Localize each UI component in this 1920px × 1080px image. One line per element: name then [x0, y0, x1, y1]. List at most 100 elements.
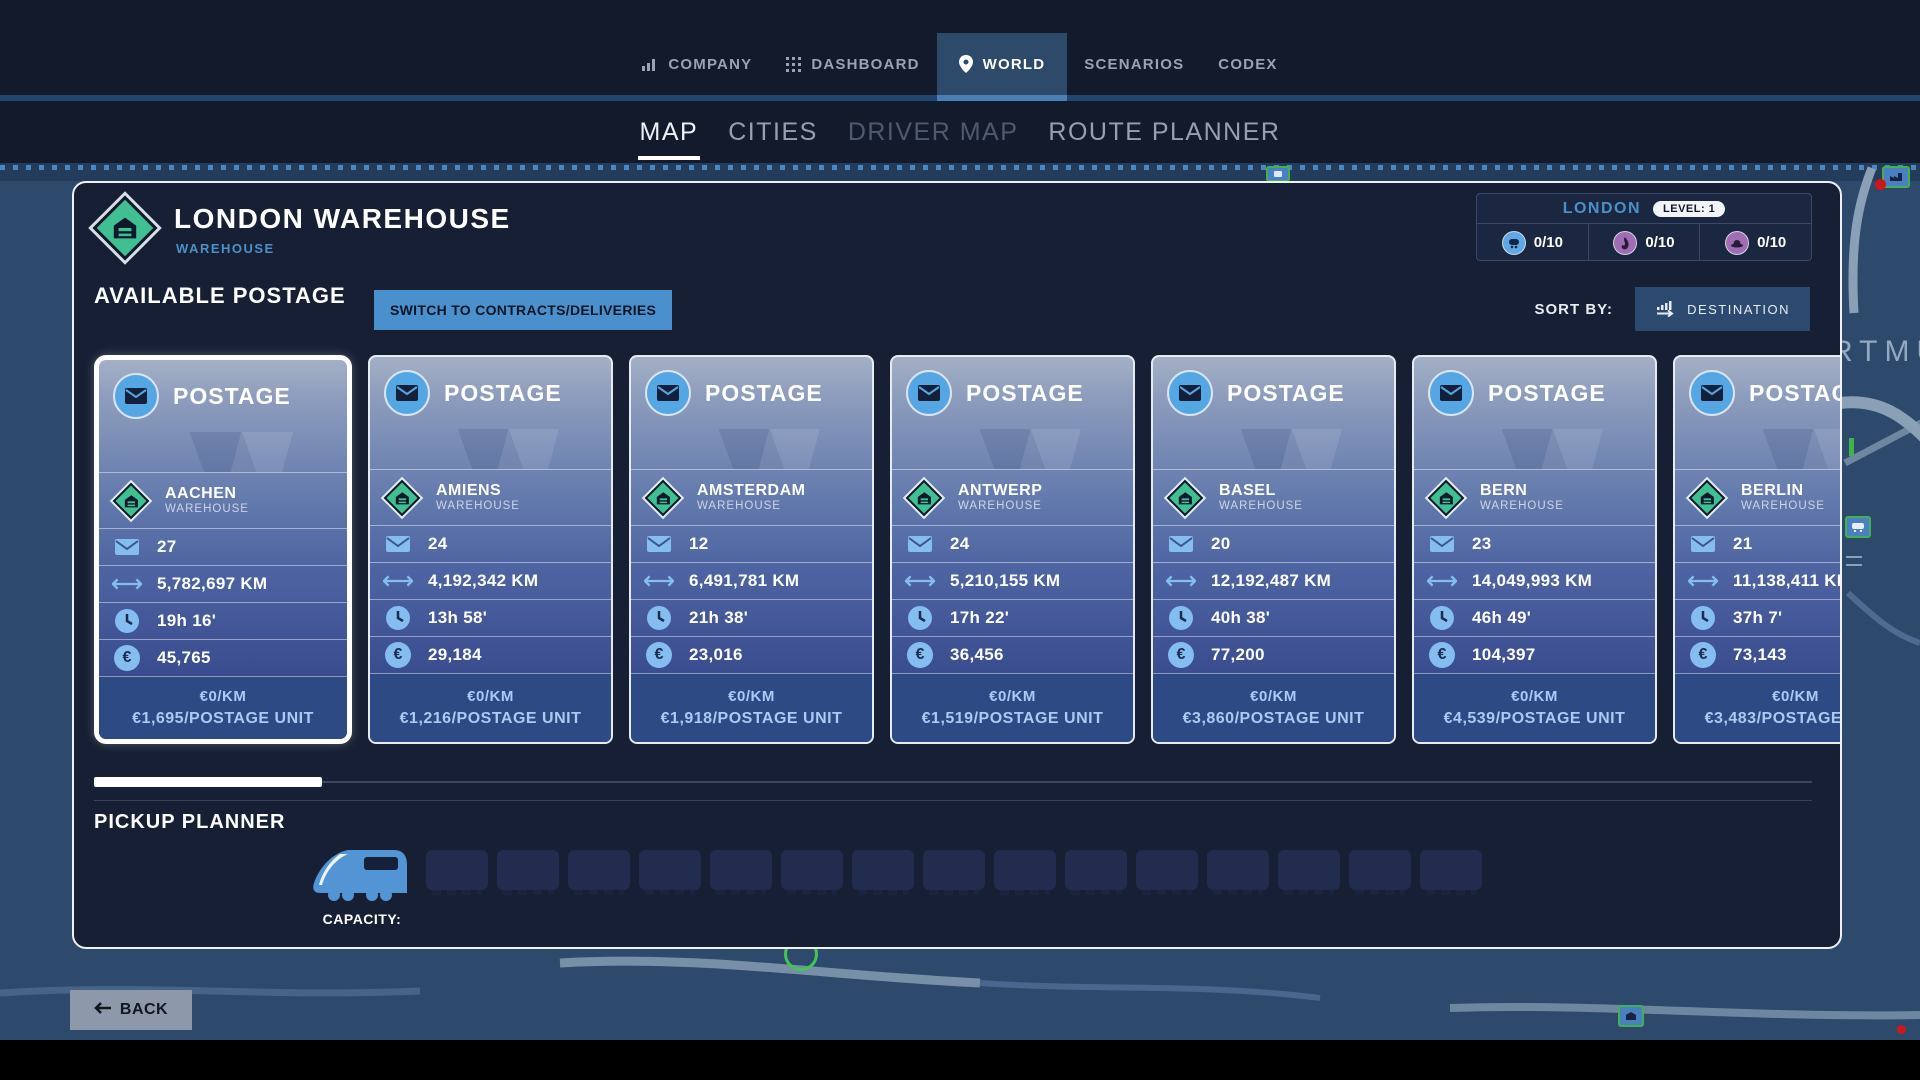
postage-card-antwerp[interactable]: POSTAGE ANTWERP WAREHOUSE 24 5,210,155 KM… [890, 355, 1135, 744]
wagon-slot[interactable] [497, 850, 559, 895]
card-type-label: POSTAGE [173, 382, 291, 409]
city-badge: 0/10 [1587, 224, 1700, 261]
wagon-slot[interactable] [639, 850, 701, 895]
cards-scrollbar-track[interactable] [94, 781, 1812, 783]
rate-per-km: €0/KM [989, 688, 1036, 705]
badge-value: 0/10 [1533, 234, 1563, 251]
warehouse-panel: LONDON WAREHOUSE WAREHOUSE LONDON LEVEL:… [72, 181, 1842, 949]
euro-icon: € [904, 642, 936, 668]
wagon-slot[interactable] [1065, 850, 1127, 895]
envelope-icon [1426, 535, 1458, 553]
distance-arrow-icon [1165, 574, 1197, 588]
duration-value: 21h 38' [689, 608, 749, 627]
envelope-icon [1687, 535, 1719, 553]
wagon-slot[interactable] [852, 850, 914, 895]
postage-envelope-icon [384, 370, 430, 416]
distance-value: 5,210,155 KM [950, 571, 1061, 590]
tab-route-planner[interactable]: ROUTE PLANNER [1048, 117, 1281, 146]
destination-kind: WAREHOUSE [958, 500, 1042, 513]
wagon-slot[interactable] [1207, 850, 1269, 895]
euro-icon: € [643, 642, 675, 668]
bottom-letterbox-bar [0, 1040, 1920, 1080]
duration-value: 46h 49' [1472, 608, 1532, 627]
postage-card-basel[interactable]: POSTAGE BASEL WAREHOUSE 20 12,192,487 KM … [1151, 355, 1396, 744]
card-rates: €0/KM €1,519/POSTAGE UNIT [892, 673, 1133, 742]
destination-kind: WAREHOUSE [436, 500, 520, 513]
sort-value: DESTINATION [1687, 301, 1790, 317]
map-train-icon[interactable] [1845, 516, 1871, 538]
distance-value: 14,049,993 KM [1472, 571, 1593, 590]
map-alert-dot [1897, 1025, 1906, 1034]
tab-driver-map[interactable]: DRIVER MAP [847, 117, 1019, 146]
warehouse-icon [904, 478, 944, 518]
cost-value: 45,765 [157, 648, 211, 667]
city-badge: 0/10 [1699, 224, 1811, 261]
card-type-label: POSTAGE [1488, 379, 1606, 406]
warehouse-photo [892, 429, 1133, 469]
nav-item-company[interactable]: COMPANY [625, 33, 769, 95]
envelope-icon [904, 535, 936, 553]
nav-item-dashboard[interactable]: DASHBOARD [769, 33, 936, 95]
sort-destination-button[interactable]: DESTINATION [1635, 287, 1810, 331]
card-type-label: POSTAGE [1749, 379, 1840, 406]
distance-arrow-icon [111, 577, 143, 591]
tab-cities[interactable]: CITIES [728, 117, 818, 146]
locomotive-icon [312, 843, 408, 906]
duration-value: 40h 38' [1211, 608, 1271, 627]
postage-count: 23 [1472, 534, 1492, 553]
destination-name: AACHEN [165, 484, 237, 502]
wagon-slot[interactable] [1349, 850, 1411, 895]
wagon-slots-row [426, 850, 1482, 895]
card-type-label: POSTAGE [1227, 379, 1345, 406]
distance-value: 11,138,411 KM [1733, 571, 1842, 590]
wagon-slot[interactable] [1420, 850, 1482, 895]
map-industry-icon[interactable] [1882, 166, 1910, 188]
duration-value: 37h 7' [1733, 608, 1783, 627]
postage-card-amiens[interactable]: POSTAGE AMIENS WAREHOUSE 24 4,192,342 KM … [368, 355, 613, 744]
wagon-slot[interactable] [568, 850, 630, 895]
wagon-slot[interactable] [710, 850, 772, 895]
envelope-icon [382, 535, 414, 553]
wagon-slot[interactable] [923, 850, 985, 895]
train-badge-icon [1501, 230, 1526, 255]
map-depot-icon[interactable] [1618, 1005, 1644, 1027]
cost-value: 29,184 [428, 645, 482, 664]
postage-envelope-icon [1689, 370, 1735, 416]
sort-controls: SORT BY: DESTINATION [1535, 287, 1810, 331]
clock-icon [1426, 605, 1458, 631]
destination-name: ANTWERP [958, 481, 1043, 499]
page-subtitle: WAREHOUSE [176, 241, 275, 256]
wagon-slot[interactable] [1136, 850, 1198, 895]
tab-map[interactable]: MAP [637, 117, 700, 160]
wagon-slot[interactable] [781, 850, 843, 895]
euro-icon: € [382, 642, 414, 668]
distance-value: 6,491,781 KM [689, 571, 800, 590]
card-rates: €0/KM €1,216/POSTAGE UNIT [370, 673, 611, 742]
postage-card-amsterdam[interactable]: POSTAGE AMSTERDAM WAREHOUSE 12 6,491,781 … [629, 355, 874, 744]
card-type-label: POSTAGE [966, 379, 1084, 406]
card-rates: €0/KM €3,483/POSTAGE UNIT [1675, 673, 1840, 742]
rate-per-unit: €1,918/POSTAGE UNIT [660, 710, 843, 727]
rate-per-km: €0/KM [1511, 688, 1558, 705]
back-button[interactable]: BACK [70, 990, 192, 1030]
cost-value: 73,143 [1733, 645, 1787, 664]
wagon-slot[interactable] [1278, 850, 1340, 895]
badge-value: 0/10 [1645, 234, 1675, 251]
cards-scrollbar-thumb[interactable] [94, 777, 322, 787]
wagon-slot[interactable] [994, 850, 1056, 895]
destination-name: BERN [1480, 481, 1528, 499]
nav-item-codex[interactable]: CODEX [1201, 33, 1294, 95]
nav-item-scenarios[interactable]: SCENARIOS [1067, 33, 1201, 95]
destination-kind: WAREHOUSE [165, 503, 249, 516]
section-divider [94, 800, 1812, 801]
map-station-icon[interactable] [1266, 166, 1290, 182]
destination-name: AMSTERDAM [697, 481, 806, 499]
wagon-slot[interactable] [426, 850, 488, 895]
switch-to-contracts-button[interactable]: SWITCH TO CONTRACTS/DELIVERIES [374, 290, 673, 330]
clock-icon [904, 605, 936, 631]
postage-card-bern[interactable]: POSTAGE BERN WAREHOUSE 23 14,049,993 KM 4… [1412, 355, 1657, 744]
postage-card-aachen[interactable]: POSTAGE AACHEN WAREHOUSE 27 5,782,697 KM … [94, 355, 352, 744]
nav-item-world[interactable]: WORLD [936, 33, 1068, 101]
